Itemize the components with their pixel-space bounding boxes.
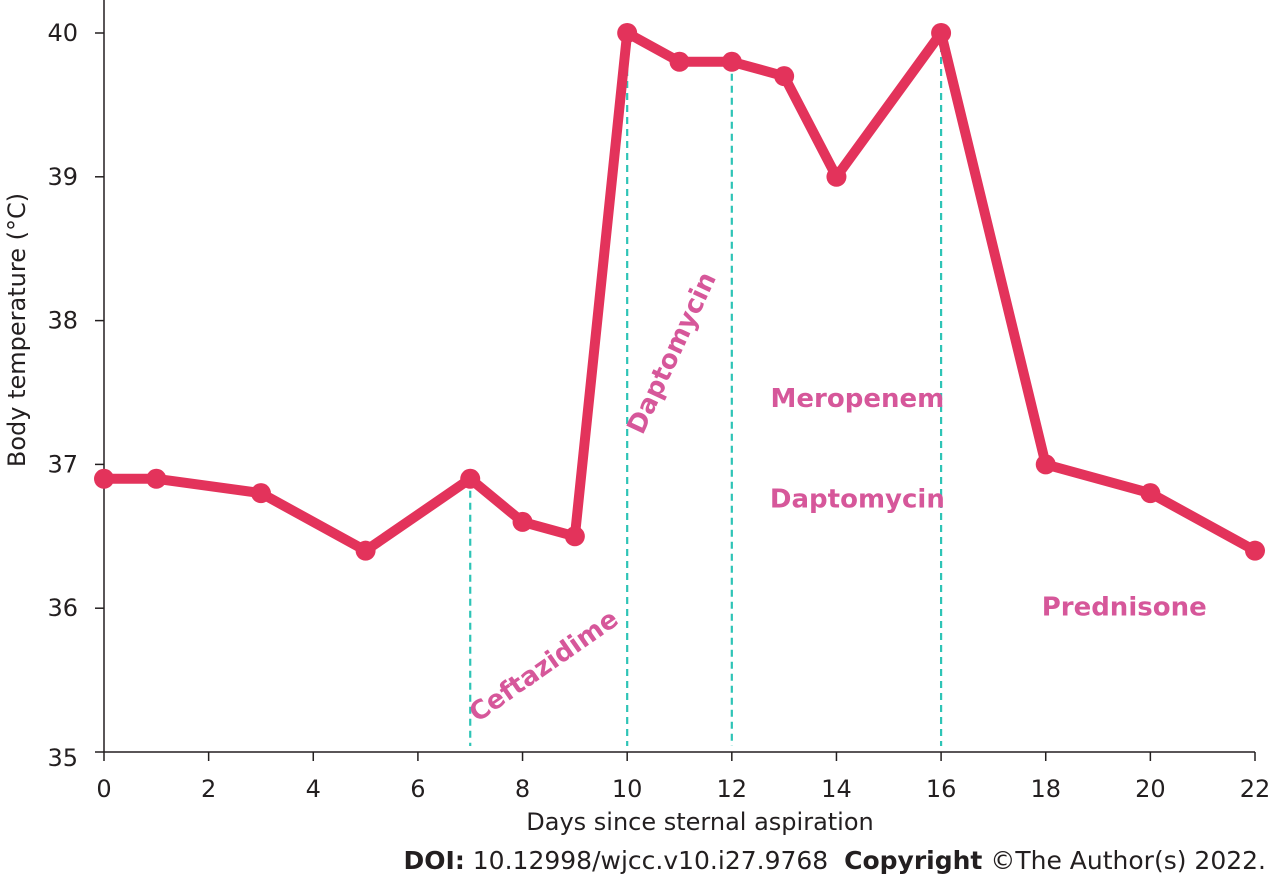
annotation-label: Daptomycin bbox=[622, 268, 723, 439]
copyright-value: ©The Author(s) 2022. bbox=[990, 846, 1266, 875]
doi-value: 10.12998/wjcc.v10.i27.9768 bbox=[472, 846, 829, 875]
data-point bbox=[355, 540, 376, 561]
y-tick-label: 39 bbox=[47, 163, 78, 191]
data-point bbox=[931, 23, 952, 43]
data-point bbox=[826, 166, 847, 187]
series-line bbox=[99, 28, 1260, 556]
annotation-label: Prednisone bbox=[1042, 592, 1207, 622]
y-tick-label: 40 bbox=[47, 19, 78, 47]
x-tick-label: 8 bbox=[515, 775, 530, 803]
x-tick-label: 14 bbox=[821, 775, 852, 803]
treatment-markers bbox=[469, 33, 943, 746]
annotation-label: Meropenem bbox=[771, 384, 945, 414]
x-axis-title: Days since sternal aspiration bbox=[526, 808, 874, 836]
citation-footer: DOI: 10.12998/wjcc.v10.i27.9768 Copyrigh… bbox=[404, 846, 1266, 875]
annotation-label: Ceftazidime bbox=[464, 604, 624, 729]
x-tick-label: 20 bbox=[1135, 775, 1166, 803]
axes: 0 2 4 6 8 10 12 14 16 18 20 22 35 36 37 38 39 40 bbox=[47, 0, 1270, 803]
temperature-series bbox=[94, 23, 1265, 561]
copyright-label: Copyright bbox=[844, 846, 983, 875]
data-point bbox=[512, 511, 533, 532]
data-point bbox=[94, 468, 114, 489]
data-point bbox=[1140, 483, 1161, 504]
data-point bbox=[564, 526, 585, 547]
y-tick-label: 36 bbox=[47, 594, 78, 622]
data-point bbox=[460, 468, 481, 489]
doi-label: DOI: bbox=[403, 846, 465, 875]
x-tick-label: 22 bbox=[1240, 775, 1271, 803]
data-point bbox=[721, 51, 742, 72]
data-point bbox=[774, 66, 795, 87]
x-tick-label: 6 bbox=[410, 775, 425, 803]
y-axis-title: Body temperature (°C) bbox=[3, 193, 31, 467]
data-point bbox=[617, 23, 638, 43]
annotation-label: Daptomycin bbox=[770, 485, 945, 515]
data-point bbox=[1035, 454, 1056, 475]
x-tick-label: 12 bbox=[717, 775, 748, 803]
data-point bbox=[250, 483, 271, 504]
x-tick-label: 0 bbox=[96, 775, 111, 803]
y-tick-label: 38 bbox=[47, 307, 78, 335]
data-point bbox=[1245, 540, 1265, 561]
x-tick-label: 2 bbox=[201, 775, 216, 803]
y-tick-label: 35 bbox=[47, 744, 78, 772]
x-tick-label: 18 bbox=[1030, 775, 1061, 803]
data-point bbox=[669, 51, 690, 72]
x-tick-label: 16 bbox=[926, 775, 957, 803]
data-point bbox=[146, 468, 167, 489]
x-tick-label: 10 bbox=[612, 775, 643, 803]
x-tick-label: 4 bbox=[306, 775, 321, 803]
y-tick-label: 37 bbox=[47, 450, 78, 478]
